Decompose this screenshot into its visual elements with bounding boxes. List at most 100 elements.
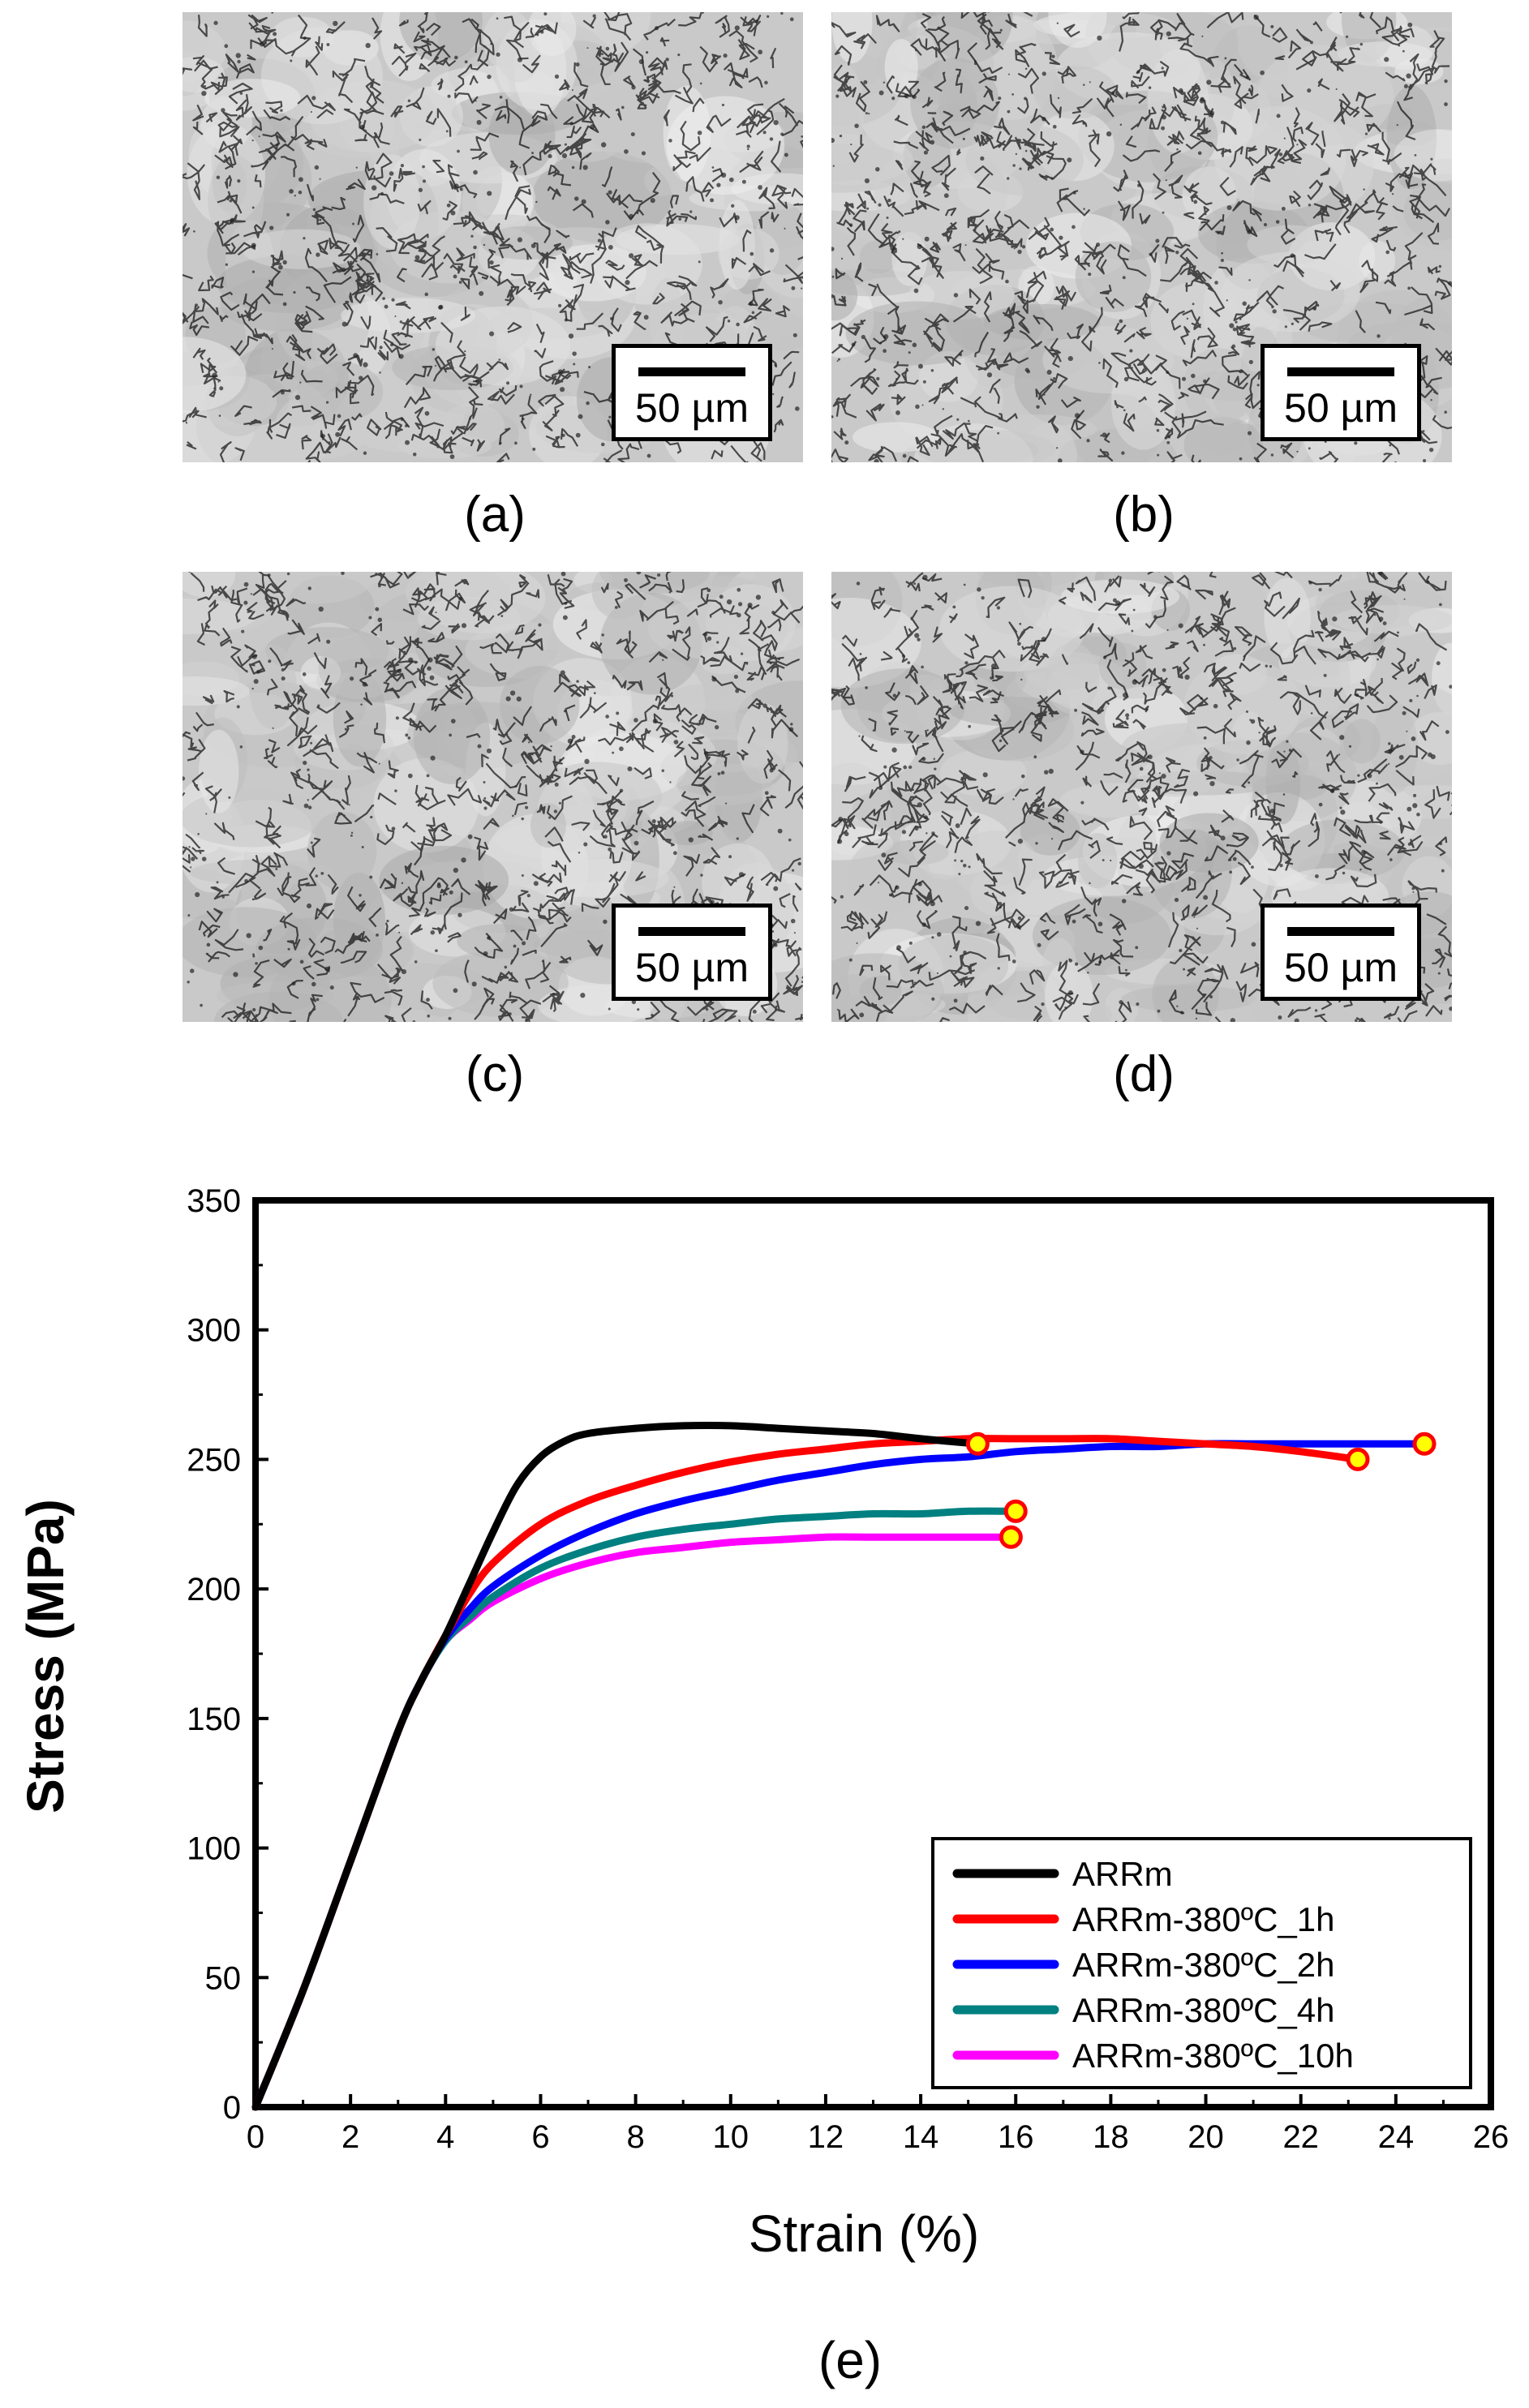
- precipitate-dot: [483, 806, 487, 810]
- precipitate-dot: [747, 148, 749, 151]
- precipitate-dot: [564, 602, 568, 605]
- precipitate-dot: [688, 837, 694, 843]
- precipitate-dot: [1166, 31, 1171, 36]
- precipitate-dot: [477, 744, 482, 749]
- scale-bar-box: 50 µm: [612, 904, 772, 1001]
- grain-patch: [417, 596, 521, 641]
- grain-boundaries: [183, 572, 803, 1022]
- precipitate-dot: [320, 433, 325, 439]
- precipitate-dot: [244, 878, 248, 883]
- precipitate-dot: [1044, 770, 1049, 775]
- precipitate-dot: [384, 304, 389, 309]
- precipitate-dot: [1290, 253, 1295, 258]
- grain-patch: [852, 422, 940, 453]
- precipitate-dot: [376, 933, 379, 937]
- precipitate-dot: [973, 60, 977, 63]
- precipitate-dot: [1258, 732, 1261, 734]
- precipitate-dot: [1053, 377, 1056, 380]
- precipitate-dot: [391, 826, 396, 831]
- precipitate-dot: [996, 606, 1001, 610]
- precipitate-dot: [1448, 281, 1452, 285]
- precipitate-dot: [509, 907, 514, 912]
- precipitate-dot: [1112, 598, 1117, 603]
- fracture-point-marker: [1346, 1447, 1370, 1471]
- precipitate-dot: [236, 705, 240, 709]
- precipitate-dot: [714, 724, 719, 730]
- precipitate-dot: [434, 364, 437, 367]
- precipitate-dot: [407, 773, 413, 779]
- precipitate-dot: [1161, 126, 1166, 131]
- precipitate-dot: [856, 582, 861, 586]
- precipitate-dot: [1107, 686, 1111, 690]
- precipitate-dot: [1048, 768, 1054, 775]
- precipitate-dot: [1161, 67, 1164, 70]
- precipitate-dot: [448, 1016, 452, 1020]
- precipitate-dot: [1135, 946, 1139, 950]
- precipitate-dot: [733, 674, 739, 680]
- precipitate-dot: [568, 333, 574, 339]
- grain-patch: [1279, 819, 1405, 882]
- precipitate-dot: [719, 594, 724, 599]
- precipitate-dot: [1348, 745, 1352, 748]
- precipitate-dot: [187, 914, 191, 917]
- precipitate-dot: [486, 748, 492, 753]
- precipitate-dot: [190, 866, 192, 869]
- precipitate-dot: [496, 17, 499, 20]
- precipitate-dot: [737, 587, 741, 592]
- precipitate-dot: [1019, 622, 1022, 625]
- precipitate-dot: [525, 805, 529, 809]
- precipitate-dot: [569, 122, 573, 126]
- precipitate-dot: [578, 414, 583, 419]
- precipitate-dot: [514, 441, 518, 445]
- precipitate-dot: [962, 137, 965, 140]
- grain-patch: [242, 229, 361, 269]
- precipitate-dot: [614, 606, 618, 609]
- precipitate-dot: [1407, 22, 1413, 28]
- precipitate-dot: [251, 243, 256, 248]
- precipitate-dot: [875, 166, 880, 172]
- precipitate-dot: [252, 953, 255, 956]
- grain-patch: [831, 598, 921, 689]
- precipitate-dot: [573, 363, 576, 366]
- precipitate-dot: [586, 47, 589, 49]
- precipitate-dot: [657, 573, 661, 577]
- precipitate-dot: [904, 730, 906, 732]
- precipitate-dot: [1232, 327, 1237, 332]
- precipitate-dot: [1269, 809, 1275, 813]
- scale-bar-box: 50 µm: [1261, 904, 1421, 1001]
- precipitate-dot: [319, 178, 321, 180]
- precipitate-dot: [562, 615, 568, 620]
- precipitate-dot: [705, 1007, 709, 1011]
- grain-patch: [898, 934, 1009, 998]
- precipitate-dot: [669, 781, 672, 783]
- precipitate-dot: [716, 182, 721, 187]
- precipitate-dot: [521, 873, 524, 878]
- precipitate-dot: [908, 765, 913, 770]
- precipitate-dot: [1082, 122, 1085, 125]
- precipitate-dot: [1213, 703, 1218, 709]
- precipitate-dot: [1179, 1011, 1184, 1015]
- precipitate-dot: [836, 360, 839, 363]
- precipitate-dot: [624, 577, 628, 582]
- precipitate-dot: [1439, 842, 1443, 846]
- precipitate-dot: [422, 165, 425, 169]
- precipitate-dot: [646, 453, 651, 458]
- y-tick-label: 300: [187, 1313, 241, 1349]
- precipitate-dot: [355, 166, 358, 169]
- precipitate-dot: [312, 208, 316, 212]
- precipitate-dot: [316, 252, 320, 257]
- precipitate-dot: [498, 358, 501, 361]
- precipitate-dot: [1199, 98, 1205, 104]
- precipitate-dot: [1186, 317, 1189, 320]
- precipitate-dot: [359, 376, 363, 380]
- precipitate-dot: [394, 315, 397, 317]
- precipitate-dot: [790, 918, 796, 924]
- precipitate-dot: [634, 840, 639, 846]
- precipitate-dot: [772, 393, 775, 396]
- precipitate-dot: [793, 932, 796, 934]
- precipitate-dot: [731, 204, 735, 208]
- precipitate-dot: [1026, 369, 1031, 374]
- precipitate-dot: [1388, 1017, 1391, 1020]
- precipitate-dot: [777, 828, 783, 834]
- precipitate-dot: [883, 349, 887, 354]
